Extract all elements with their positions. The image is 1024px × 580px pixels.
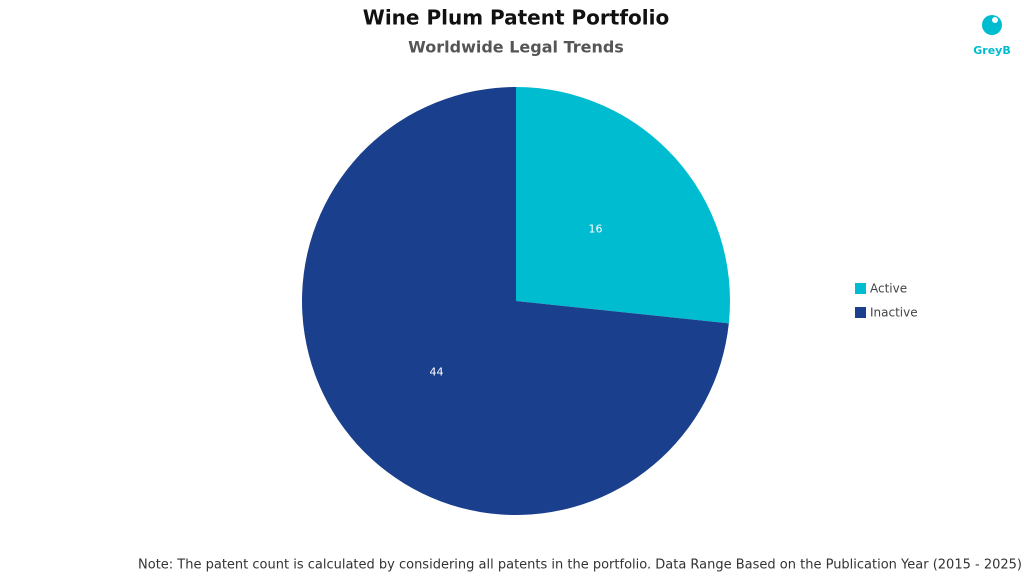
legend-swatch <box>855 283 866 294</box>
chart-subtitle: Worldwide Legal Trends <box>408 38 624 57</box>
legend-swatch <box>855 307 866 318</box>
legend-label: Active <box>870 282 907 296</box>
data-label: 44 <box>429 366 443 379</box>
data-label: 16 <box>589 222 603 235</box>
logo-icon-dot <box>992 17 998 23</box>
legend-label: Inactive <box>870 306 918 320</box>
note: Note: The patent count is calculated by … <box>138 558 1022 573</box>
chart-title: Wine Plum Patent Portfolio <box>363 6 669 30</box>
logo-icon <box>982 15 1002 35</box>
logo-text: GreyB <box>973 44 1010 57</box>
